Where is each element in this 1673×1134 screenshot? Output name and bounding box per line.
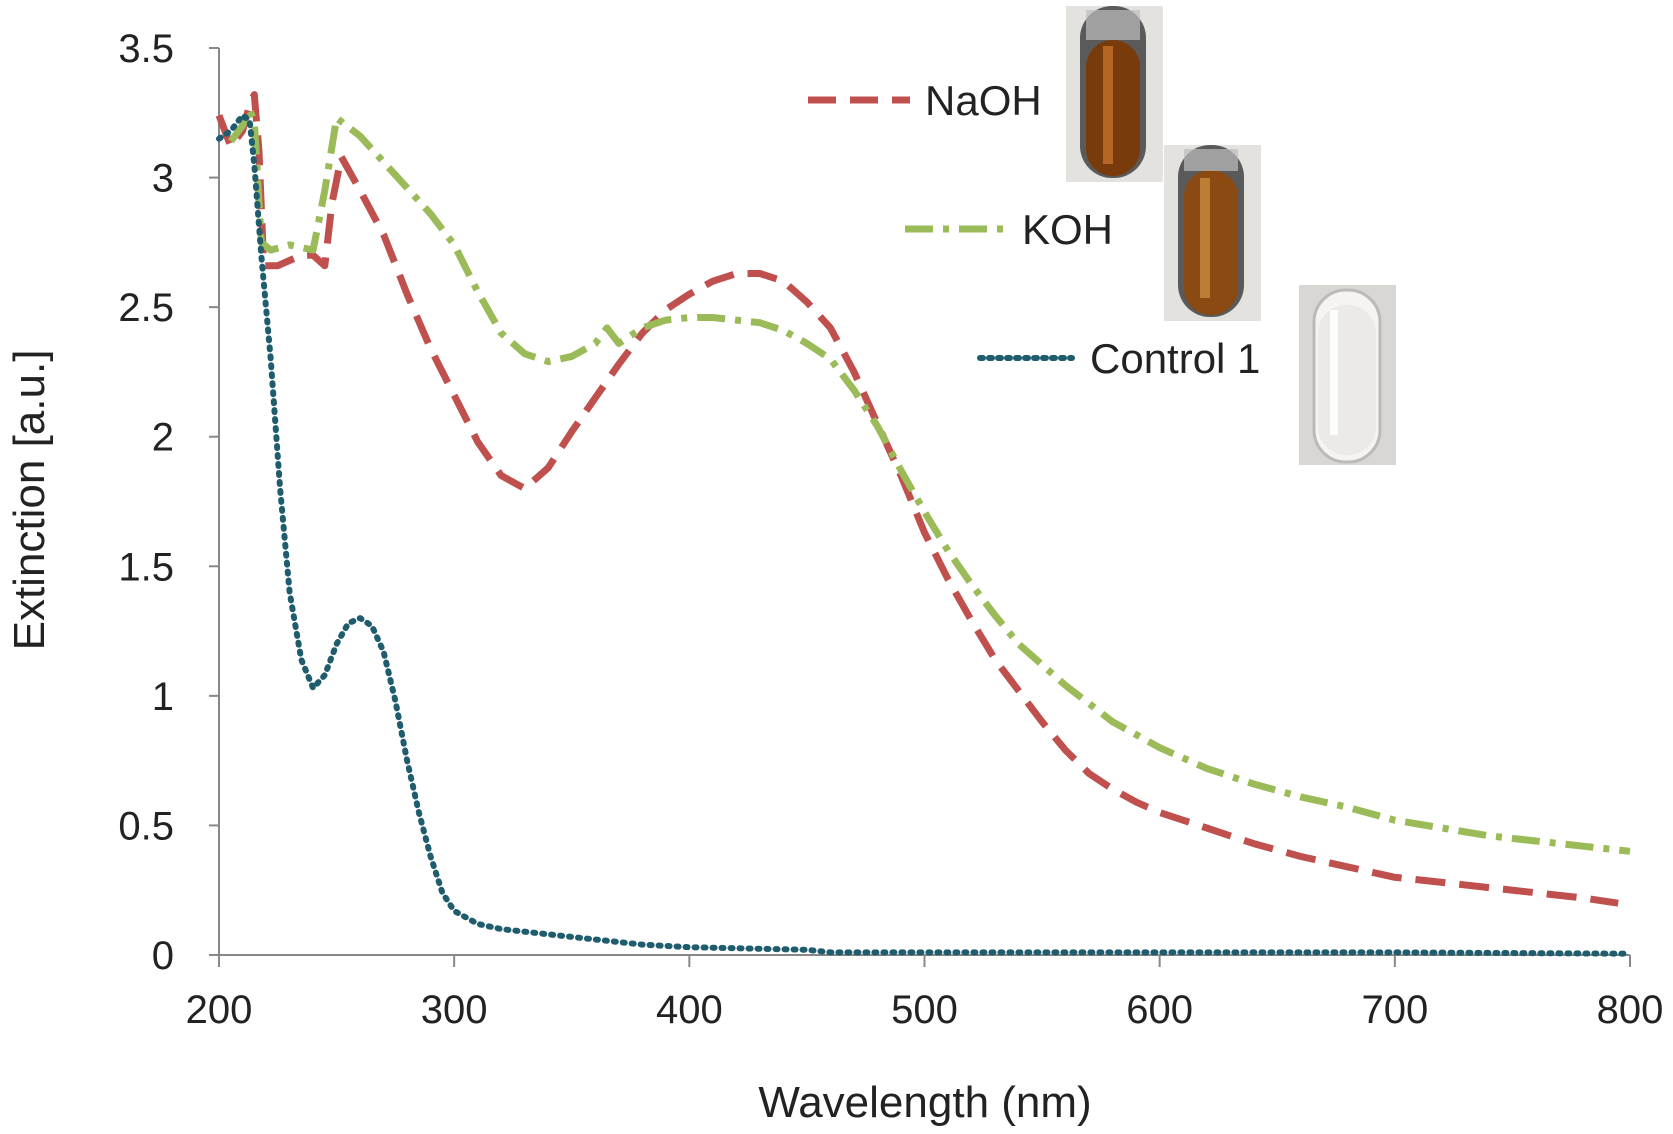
x-tick-label: 400 — [656, 988, 723, 1032]
koh-vial-photo — [1164, 145, 1261, 321]
legend-label-naoh: NaOH — [925, 77, 1042, 124]
y-tick-label: 1.5 — [118, 545, 174, 589]
x-tick-label: 500 — [891, 988, 958, 1032]
y-axis-title: Extinction [a.u.] — [5, 350, 54, 651]
x-tick-label: 600 — [1126, 988, 1193, 1032]
x-tick-label: 800 — [1597, 988, 1664, 1032]
legend-label-control: Control 1 — [1090, 335, 1260, 382]
y-tick-label: 0 — [152, 934, 174, 978]
x-tick-label: 700 — [1361, 988, 1428, 1032]
y-tick-label: 2.5 — [118, 286, 174, 330]
y-tick-label: 3.5 — [118, 27, 174, 71]
legend-label-koh: KOH — [1022, 206, 1113, 253]
legend: NaOH KOH Control 1 — [808, 77, 1260, 382]
x-ticks: 200 300 400 500 600 700 800 — [186, 955, 1664, 1032]
x-axis-title: Wavelength (nm) — [758, 1078, 1091, 1127]
x-tick-label: 200 — [186, 988, 253, 1032]
y-tick-label: 1 — [152, 675, 174, 719]
series-line-koh — [228, 106, 1631, 855]
naoh-vial-photo — [1066, 6, 1163, 182]
y-tick-label: 0.5 — [118, 804, 174, 848]
y-tick-label: 2 — [152, 416, 174, 460]
series-line-naoh — [215, 91, 1619, 907]
y-ticks: 0 0.5 1 1.5 2 2.5 3 3.5 — [118, 27, 219, 978]
y-tick-label: 3 — [152, 157, 174, 201]
axes — [218, 48, 1630, 956]
x-tick-label: 300 — [421, 988, 488, 1032]
series-layer — [215, 91, 1633, 957]
control-vial-photo — [1299, 285, 1396, 465]
series-line-control-1 — [216, 112, 1633, 957]
